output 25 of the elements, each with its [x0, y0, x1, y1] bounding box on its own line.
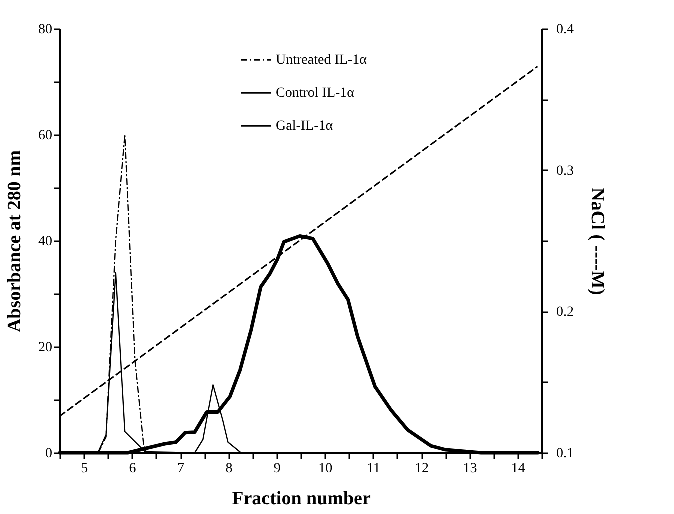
y2-axis-title: NaCl ( ----M)	[587, 188, 608, 296]
x-tick-label: 10	[318, 462, 333, 476]
x-tick-label: 7	[178, 462, 184, 476]
x-tick-label: 6	[129, 462, 136, 476]
x-tick-label: 14	[511, 462, 526, 476]
y-tick-label: 20	[38, 340, 52, 356]
x-axis-title: Fraction number	[232, 488, 372, 510]
y-tick-label: 40	[38, 234, 52, 250]
legend-label: Gal-IL-1α	[276, 119, 334, 134]
y2-tick-label: 0.1	[556, 446, 574, 462]
y-tick-label: 80	[38, 22, 52, 38]
x-tick-label: 5	[81, 462, 88, 476]
y2-tick-label: 0.2	[556, 305, 574, 320]
y2-tick-label: 0.3	[556, 164, 574, 179]
y-tick-label: 0	[46, 446, 52, 462]
x-tick-label: 9	[274, 462, 281, 476]
x-tick-label: 11	[367, 462, 381, 476]
y-axis-title: Absorbance at 280 nm	[4, 150, 26, 333]
x-tick-label: 8	[226, 462, 233, 476]
legend-label: Control IL-1α	[276, 86, 356, 101]
y-tick-label: 60	[38, 128, 52, 144]
legend-label: Untreated IL-1α	[276, 53, 368, 68]
x-tick-label: 12	[415, 462, 429, 476]
y2-tick-label: 0.4	[556, 22, 574, 38]
x-tick-label: 13	[463, 462, 478, 476]
